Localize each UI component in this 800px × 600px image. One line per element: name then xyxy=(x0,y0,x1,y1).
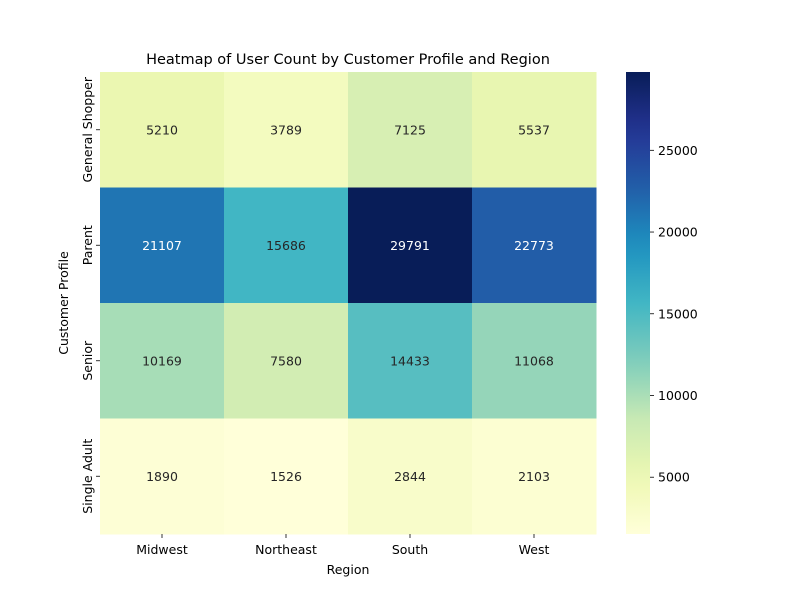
heatmap-cell xyxy=(100,187,225,304)
y-tick-label: Senior xyxy=(80,340,95,381)
heatmap-cells xyxy=(100,72,597,535)
cell-value-label: 14433 xyxy=(390,353,430,368)
cell-value-label: 2844 xyxy=(394,469,426,484)
heatmap-cell xyxy=(224,72,349,188)
heatmap-cell xyxy=(100,72,225,188)
y-axis-ticks: General Shopper Parent Senior Single Adult xyxy=(80,76,100,514)
x-tick-label: West xyxy=(519,542,550,557)
heatmap-cell xyxy=(224,187,349,304)
cell-value-label: 1526 xyxy=(270,469,302,484)
x-tick-label: Northeast xyxy=(255,542,317,557)
heatmap-cell-labels: 5210 3789 7125 5537 21107 15686 29791 22773 1016… xyxy=(142,122,554,484)
x-tick-label: Midwest xyxy=(136,542,188,557)
heatmap-cell xyxy=(100,303,225,419)
heatmap-cell xyxy=(348,303,473,419)
cell-value-label: 3789 xyxy=(270,122,302,137)
heatmap-cell xyxy=(348,72,473,188)
cell-value-label: 22773 xyxy=(514,238,554,253)
cell-value-label: 21107 xyxy=(142,238,182,253)
cell-value-label: 11068 xyxy=(514,353,554,368)
cell-value-label: 5210 xyxy=(146,122,178,137)
heatmap-cell xyxy=(348,418,473,535)
cell-value-label: 29791 xyxy=(390,238,430,253)
heatmap-cell xyxy=(472,303,597,419)
colorbar-tick-label: 25000 xyxy=(658,143,698,158)
colorbar xyxy=(626,72,650,534)
heatmap-cell xyxy=(224,418,349,535)
x-axis-ticks: Midwest Northeast South West xyxy=(136,534,549,557)
colorbar-tick-label: 20000 xyxy=(658,225,698,240)
heatmap-cell xyxy=(100,418,225,535)
cell-value-label: 10169 xyxy=(142,353,182,368)
x-axis-label: Region xyxy=(327,562,370,577)
colorbar-ticks: 5000 10000 15000 20000 25000 xyxy=(650,143,698,485)
heatmap-cell xyxy=(472,187,597,304)
heatmap-cell xyxy=(472,72,597,188)
colorbar-tick-label: 15000 xyxy=(658,306,698,321)
y-tick-label: Single Adult xyxy=(80,439,95,514)
heatmap-cell xyxy=(472,418,597,535)
heatmap-cell xyxy=(224,303,349,419)
cell-value-label: 7125 xyxy=(394,122,426,137)
cell-value-label: 15686 xyxy=(266,238,306,253)
colorbar-tick-label: 10000 xyxy=(658,388,698,403)
y-tick-label: General Shopper xyxy=(80,76,95,182)
x-tick-label: South xyxy=(392,542,428,557)
chart-title: Heatmap of User Count by Customer Profil… xyxy=(146,52,550,68)
cell-value-label: 2103 xyxy=(518,469,550,484)
cell-value-label: 5537 xyxy=(518,122,550,137)
y-axis-label: Customer Profile xyxy=(56,251,71,355)
cell-value-label: 1890 xyxy=(146,469,178,484)
y-tick-label: Parent xyxy=(80,225,95,265)
colorbar-tick-label: 5000 xyxy=(658,470,690,485)
cell-value-label: 7580 xyxy=(270,353,302,368)
heatmap-cell xyxy=(348,187,473,304)
